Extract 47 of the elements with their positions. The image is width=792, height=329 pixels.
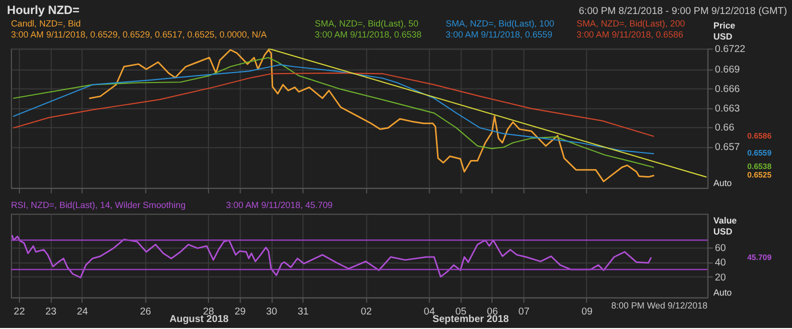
text: Candl, NZD=, Bid — [10, 18, 81, 29]
x-tick-label: 05 — [455, 306, 467, 318]
text: 0.6586 — [747, 131, 772, 140]
line-series — [12, 235, 652, 278]
text: Auto — [713, 287, 732, 298]
chart-title: Hourly NZD= — [6, 2, 80, 17]
line-series — [13, 57, 654, 168]
x-tick-label: 24 — [76, 306, 88, 318]
line-series — [89, 49, 654, 182]
x-tick-label: 31 — [298, 306, 310, 318]
text: SMA, NZD=, Bid(Last), 200 — [576, 18, 686, 29]
x-tick-label: 07 — [518, 306, 530, 318]
y-tick-label: 40 — [714, 258, 726, 269]
text: 0.6525 — [747, 170, 772, 180]
y-tick-label: 60 — [714, 242, 726, 254]
y-tick-label: 0.663 — [714, 103, 740, 114]
text: 3:00 AM 9/11/2018, 0.6538 — [314, 30, 422, 40]
text: 8:00 PM Wed 9/12/2018 — [611, 300, 708, 310]
text: 45.709 — [747, 252, 772, 262]
chart-subtitle: 6:00 PM 8/21/2018 - 9:00 PM 9/12/2018 (GMT) — [578, 6, 788, 17]
x-tick-label: 23 — [45, 306, 57, 318]
text: RSI, NZD=, Bid(Last), 14, Wilder Smoothing — [10, 200, 186, 210]
y-tick-label: 0.669 — [714, 64, 740, 76]
text: 3:00 AM 9/11/2018, 0.6559 — [446, 30, 552, 40]
text: 3:00 AM 9/11/2018, 45.709 — [226, 200, 333, 210]
y-axis-title: Price USD — [713, 20, 736, 42]
y-tick-label: 0.6722 — [714, 44, 746, 56]
text: SMA, NZD=, Bid(Last), 50 — [314, 18, 418, 29]
y-tick-label: 0.666 — [714, 84, 740, 96]
y-tick-label: 0.66 — [714, 122, 735, 134]
line-series — [13, 64, 654, 154]
text: 3:00 AM 9/11/2018, 0.6529, 0.6529, 0.6517, 0.6525, 0.0000, N/A — [10, 30, 267, 40]
line-series — [13, 72, 654, 137]
y-axis-title: Value USD — [713, 216, 737, 237]
x-tick-label: 29 — [234, 306, 246, 318]
text: 0.6538 — [747, 162, 772, 172]
x-tick-label: 26 — [140, 306, 152, 318]
x-tick-label: 09 — [581, 306, 594, 318]
x-tick-label: 02 — [360, 306, 372, 318]
y-tick-label: 20 — [714, 272, 726, 284]
x-tick-label: 22 — [14, 306, 26, 318]
y-tick-label: 0.657 — [714, 142, 740, 154]
x-tick-label: 30 — [266, 306, 278, 318]
text: 0.6559 — [747, 148, 772, 158]
text: Auto — [713, 178, 732, 188]
text: 3:00 AM 9/11/2018, 0.6586 — [576, 30, 684, 40]
text: SMA, NZD=, Bid(Last), 100 — [446, 18, 554, 29]
